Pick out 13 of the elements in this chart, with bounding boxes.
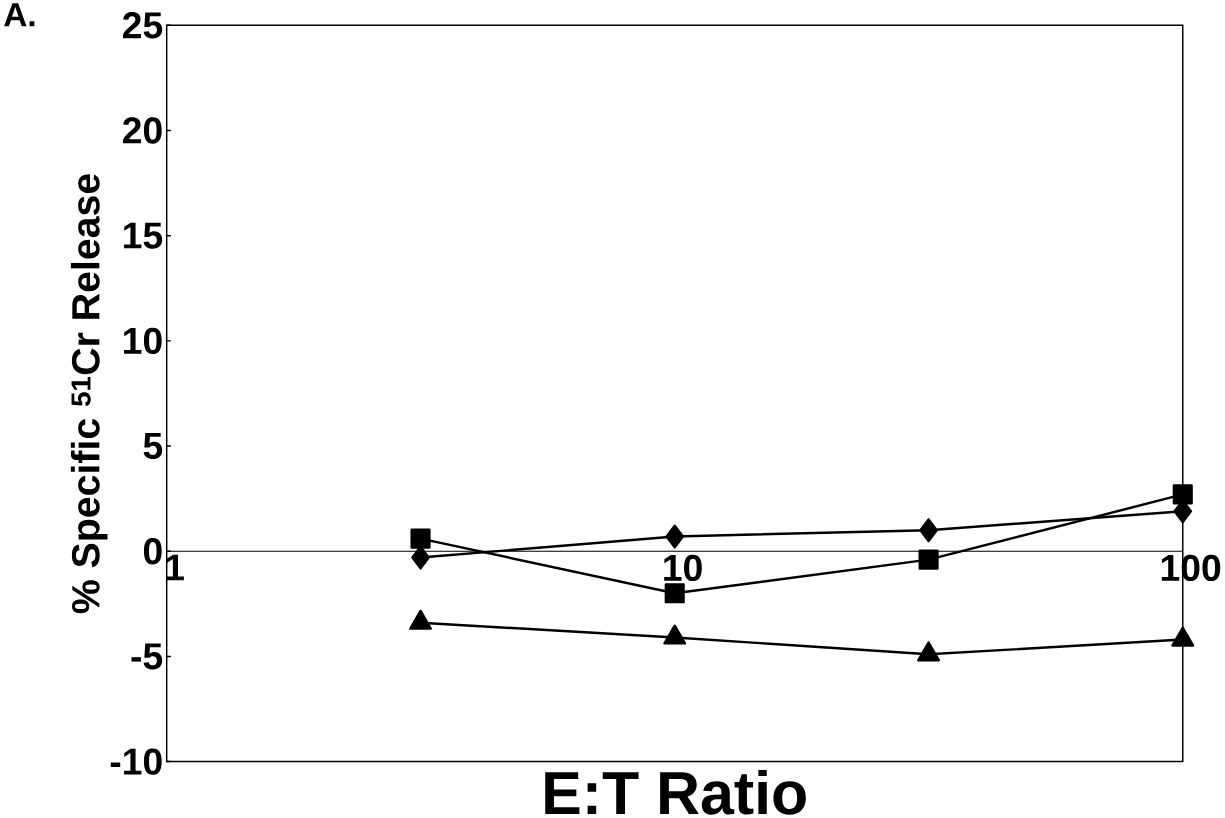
y-tick-label: 0 xyxy=(143,538,162,565)
y-tick-label: 10 xyxy=(124,327,162,355)
x-tick-label: 1 xyxy=(166,554,184,581)
y-tick-label: -10 xyxy=(110,748,162,775)
x-axis-title: E:T Ratio xyxy=(545,770,806,815)
y-tick-label: 25 xyxy=(123,12,163,39)
text: A. xyxy=(4,3,35,27)
y-tick-label: 5 xyxy=(143,433,163,460)
y-tick-label: -5 xyxy=(131,643,163,670)
y-tick-label: 15 xyxy=(124,222,163,249)
y-axis-title: % Specific $^{51}$Cr Release xyxy=(70,174,108,614)
y-tick-label: 20 xyxy=(123,117,162,144)
x-tick-label: 10 xyxy=(664,554,702,582)
